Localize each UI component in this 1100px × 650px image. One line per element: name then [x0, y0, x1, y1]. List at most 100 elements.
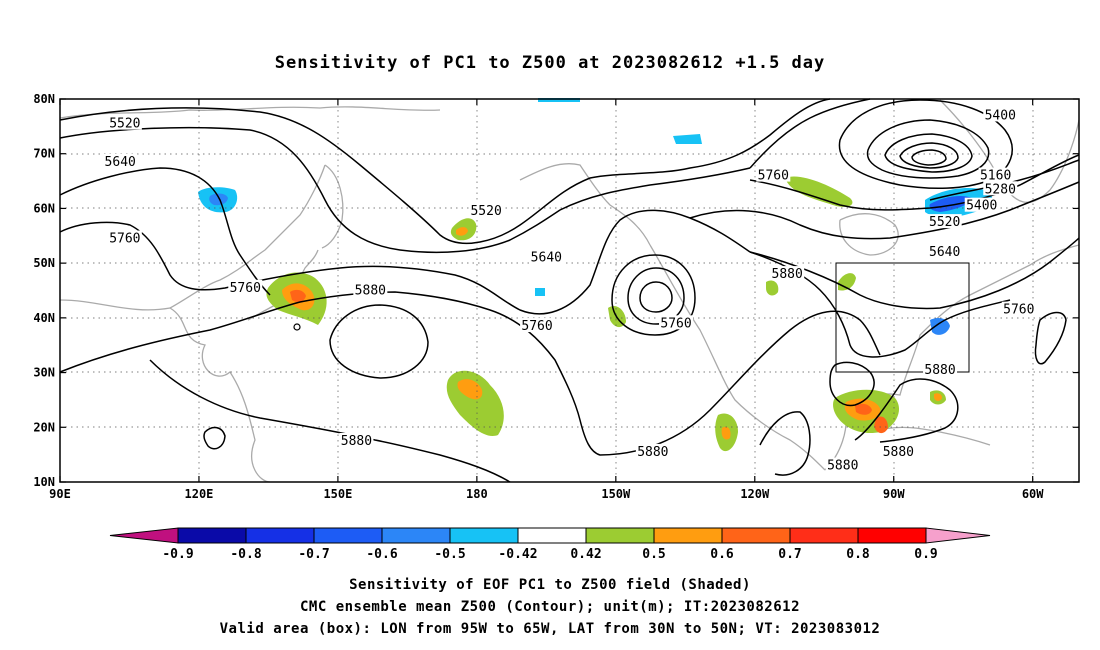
colorbar-label: -0.6 [366, 547, 397, 562]
contour-low-5160-c [911, 149, 947, 166]
contour-label-bg [964, 197, 999, 212]
contour-label-bg [756, 167, 791, 182]
colorbar-label: 0.42 [570, 547, 601, 562]
coastline-na-west [649, 244, 826, 471]
contour-label-bg [927, 214, 962, 229]
x-axis: 90E 120E 150E 180 150W 120W 90W 60W [49, 99, 1044, 501]
contour-label: 5880 [827, 459, 858, 474]
map-background [60, 99, 1079, 482]
valid-area-box [835, 262, 970, 373]
region-pos-wus [766, 280, 779, 296]
colorbar-box [381, 527, 451, 544]
x-tick-label: 120E [185, 487, 214, 501]
contour-label-bg [983, 107, 1018, 122]
coastline-caribbean [879, 426, 991, 446]
contour-label-bg [339, 432, 374, 447]
contour-label-bg [107, 115, 142, 130]
contour-label: 5640 [531, 251, 562, 266]
contour-label: 5280 [985, 182, 1016, 197]
contour-label-bg [1001, 301, 1036, 316]
contour-label: 5640 [929, 245, 960, 260]
contour-5880-south [759, 411, 811, 476]
footer-line-2: CMC ensemble mean Z500 (Contour); unit(m… [300, 599, 800, 615]
region-pos-cuba-core [934, 393, 942, 401]
coastline-hudson-bay [839, 213, 899, 256]
region-neg-120e-core [209, 193, 228, 206]
contour-label: 5880 [355, 284, 386, 299]
x-tick-label: 90E [49, 487, 71, 501]
contour-label: 5880 [772, 267, 803, 282]
contour-5880-na [749, 251, 1011, 358]
region-neg-aleutian [673, 134, 702, 144]
contour-label: 5880 [883, 445, 914, 460]
coastline-east-asia [59, 299, 271, 483]
y-tick-label: 80N [33, 92, 55, 106]
colorbar-box [313, 527, 383, 544]
region-pos-mexico-core [721, 426, 731, 440]
x-tick-label: 180 [466, 487, 488, 501]
contour-5640-west [59, 126, 751, 254]
contour-5880-carib [854, 378, 959, 443]
colorbar-label: 0.9 [914, 547, 937, 562]
contour-label: 5640 [105, 155, 136, 170]
contour-5760-low-core [639, 281, 673, 313]
y-tick-label: 10N [33, 475, 55, 489]
contour-5520-west [59, 98, 831, 244]
contour-5880-main [59, 291, 881, 456]
contour-label-bg [107, 230, 142, 245]
x-tick-label: 150W [601, 487, 631, 501]
contour-labels: 5520 5640 5760 5760 5880 5880 5520 5640 5760 5760… [103, 107, 1036, 474]
coastlines [59, 99, 1080, 483]
contour-5400-north [749, 98, 871, 169]
contour-label-bg [659, 315, 694, 330]
y-tick-label: 30N [33, 366, 55, 380]
contour-5760-main [59, 209, 751, 315]
colorbar-label: -0.9 [162, 547, 193, 562]
contour-label: 5520 [929, 215, 960, 230]
colorbar-max-triangle [925, 527, 991, 544]
colorbar-label: 0.5 [642, 547, 665, 562]
contour-5760-low-outer [611, 254, 696, 336]
contour-label: 5880 [924, 363, 955, 378]
contour-label: 5400 [985, 108, 1016, 123]
region-pos-carib2 [874, 416, 888, 434]
contour-label: 5160 [980, 169, 1011, 184]
contour-label-bg [881, 443, 916, 458]
y-axis: 80N 70N 60N 50N 40N 30N 20N 10N [33, 92, 1079, 489]
colorbar: -0.9 -0.8 -0.7 -0.6 -0.5 -0.42 0.42 0.5 0.6 0.7 0.… [109, 527, 991, 562]
contour-label: 5760 [230, 281, 261, 296]
contour-low-5280 [866, 119, 990, 179]
y-tick-label: 40N [33, 311, 55, 325]
x-tick-label: 150E [323, 487, 352, 501]
region-pos-pacific-core [457, 379, 483, 400]
contour-label: 5760 [660, 316, 691, 331]
contour-label-bg [978, 167, 1013, 182]
x-tick-label: 90W [883, 487, 905, 501]
contour-5760-east [749, 237, 1080, 310]
colorbar-label: -0.5 [434, 547, 465, 562]
colorbar-box [857, 527, 927, 544]
region-pos-hudson [785, 176, 853, 207]
contour-label: 5520 [470, 204, 501, 219]
y-tick-label: 50N [33, 256, 55, 270]
contour-label-bg [770, 266, 805, 281]
colorbar-box [653, 527, 723, 544]
contour-5760-west [59, 167, 271, 296]
footer-line-1: Sensitivity of EOF PC1 to Z500 field (Sh… [349, 577, 751, 593]
map-frame [59, 98, 1080, 483]
region-pos-dateline-core [456, 227, 468, 236]
colorbar-box [585, 527, 655, 544]
colorbar-label: 0.6 [710, 547, 734, 562]
chart-title: Sensitivity of PC1 to Z500 at 2023082612… [275, 53, 826, 73]
colorbar-label: -0.8 [230, 547, 261, 562]
region-neg-small [535, 288, 545, 296]
contour-low-5160-a [884, 133, 973, 173]
colorbar-min-triangle [109, 527, 179, 544]
contour-5880-atlantic [1034, 311, 1067, 365]
contour-label: 5760 [109, 232, 140, 247]
colorbar-box [721, 527, 791, 544]
contour-label: 5400 [966, 199, 997, 214]
contour-label-bg [825, 457, 860, 472]
map-panel: 5520 5640 5760 5760 5880 5880 5520 5640 5760 5760… [33, 92, 1080, 501]
